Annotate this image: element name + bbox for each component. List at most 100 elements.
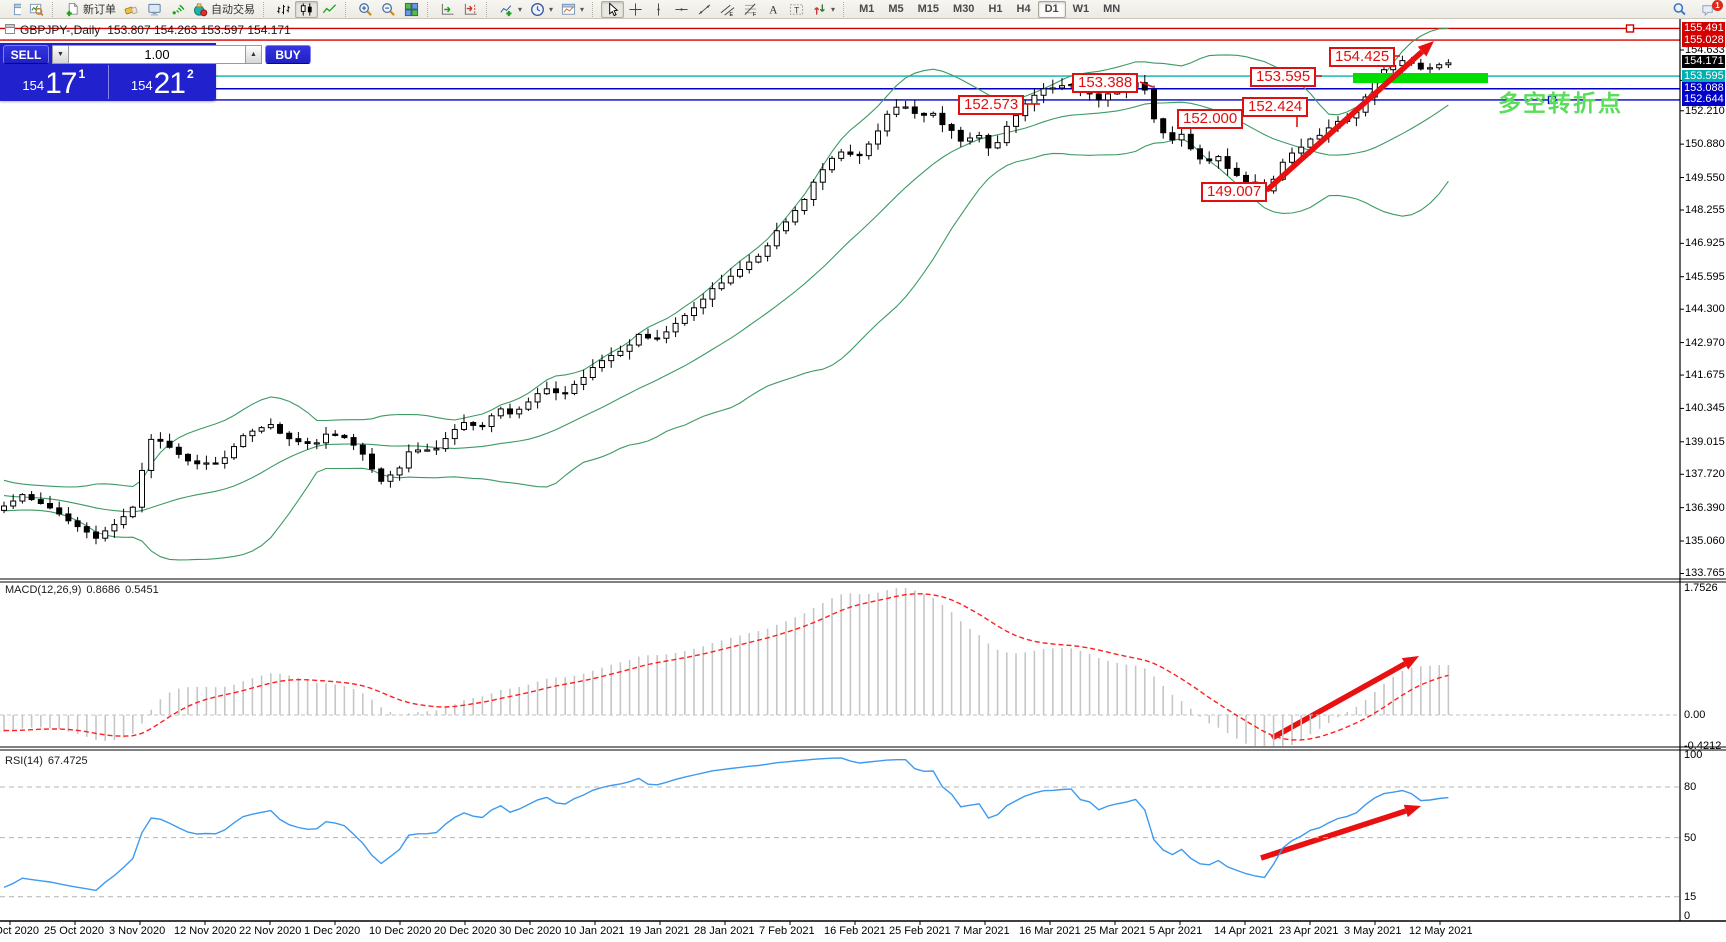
price-callout[interactable]: 153.595 [1250, 67, 1317, 87]
add-indicator-icon [499, 2, 514, 17]
trendline-button[interactable] [693, 1, 716, 18]
tile-windows-button[interactable] [400, 1, 423, 18]
time-axis-label: 19 Jan 2021 [629, 925, 690, 937]
auto-scroll-button[interactable] [436, 1, 459, 18]
bar-chart-button[interactable] [272, 1, 295, 18]
signal-icon [170, 2, 185, 17]
price-axis-tick: 145.595 [1685, 270, 1725, 283]
time-axis-label: 25 Mar 2021 [1084, 925, 1146, 937]
vertical-line-icon [651, 2, 666, 17]
price-axis-tick: 133.765 [1685, 567, 1725, 580]
templates-button[interactable]: ▾ [557, 1, 588, 18]
crosshair-icon [628, 2, 643, 17]
chart-annotation-text[interactable]: 多空转折点 [1498, 90, 1623, 116]
time-axis-label: 12 Nov 2020 [174, 925, 237, 937]
arrows-icon [812, 2, 827, 17]
rsi-axis-label: 15 [1684, 890, 1697, 903]
periods-button[interactable]: ▾ [526, 1, 557, 18]
timeframe-h1[interactable]: H1 [981, 1, 1009, 18]
volume-stepper: ▼ ▲ [52, 45, 262, 64]
tick-chart-icon [29, 2, 44, 17]
cursor-button[interactable] [601, 0, 625, 18]
volume-increase-button[interactable]: ▲ [245, 45, 262, 64]
fibonacci-button[interactable]: F [739, 1, 762, 18]
line-chart-button[interactable] [318, 1, 341, 18]
text-label-button[interactable]: T [785, 1, 808, 18]
crosshair-button[interactable] [624, 1, 647, 18]
timeframe-mn[interactable]: MN [1096, 1, 1127, 18]
auto-trading-button-label: 自动交易 [211, 4, 255, 16]
candlestick-chart-button[interactable] [295, 0, 318, 18]
sell-price-prefix: 154 [22, 78, 45, 93]
fibonacci-icon: F [743, 2, 758, 17]
time-axis-label: 10 Jan 2021 [564, 925, 625, 937]
buy-price[interactable]: 154 21 2 [107, 65, 217, 99]
vertical-line-button[interactable] [647, 1, 670, 18]
candlestick-series [1, 55, 1452, 545]
toolbar-separator [427, 1, 433, 17]
chart-shift-button[interactable] [459, 1, 482, 18]
horizontal-level-lines[interactable] [0, 27, 1680, 101]
timeframe-d1[interactable]: D1 [1037, 0, 1066, 18]
timeframe-m15[interactable]: M15 [911, 1, 946, 18]
timeframe-m30[interactable]: M30 [946, 1, 981, 18]
indicators-button[interactable]: ▾ [495, 1, 526, 18]
trend-arrow[interactable] [1270, 656, 1419, 741]
notifications-button[interactable]: 1 [1697, 0, 1723, 18]
price-callout[interactable]: 152.424 [1242, 97, 1309, 117]
time-axis-label: 25 Feb 2021 [889, 925, 951, 937]
support-level-bar[interactable] [1353, 73, 1488, 83]
price-tag: 155.491 [1682, 21, 1725, 35]
price-callout[interactable]: 152.000 [1177, 109, 1244, 129]
search-button[interactable] [1668, 1, 1691, 18]
time-axis-label: 3 May 2021 [1344, 925, 1402, 937]
price-axis-tick: 135.060 [1685, 535, 1725, 547]
volume-input[interactable] [69, 45, 245, 64]
timeframe-m5[interactable]: M5 [881, 1, 910, 18]
price-callout[interactable]: 153.388 [1072, 73, 1139, 93]
chevron-down-icon: ▾ [518, 4, 523, 14]
new-order-icon [65, 2, 80, 17]
price-callout[interactable]: 154.425 [1329, 47, 1396, 67]
price-callout[interactable]: 149.007 [1201, 182, 1268, 202]
buy-price-fraction: 2 [186, 67, 194, 81]
sell-price[interactable]: 154 17 1 [0, 65, 108, 99]
macd-value-signal: 0.5451 [125, 584, 159, 596]
arrows-button[interactable]: ▾ [808, 1, 839, 18]
chart-profiles-button[interactable] [25, 1, 48, 18]
price-axis-tick: 150.880 [1685, 138, 1725, 151]
time-axis[interactable]: 15 Oct 2020 25 Oct 2020 3 Nov 2020 12 Nov 2… [0, 922, 1726, 942]
price-axis[interactable]: 154.633153.421152.210150.880149.550148.2… [1680, 19, 1726, 921]
chart-window: GBPJPY-,Daily 153.807 154.263 153.597 15… [0, 19, 1726, 942]
rsi-axis-label: 100 [1684, 749, 1703, 761]
eraser-button[interactable] [120, 1, 143, 18]
new-order-button[interactable]: 新订单 [61, 1, 120, 18]
text-button[interactable]: A [762, 1, 785, 18]
new-chart-button[interactable] [2, 1, 25, 18]
text-label-icon: T [789, 2, 804, 17]
trend-arrow[interactable] [1265, 41, 1434, 193]
timeframe-w1[interactable]: W1 [1066, 1, 1097, 18]
zoom-out-button[interactable] [377, 1, 400, 18]
horizontal-line-button[interactable] [670, 1, 693, 18]
buy-button[interactable]: BUY [265, 45, 311, 64]
timeframe-m1[interactable]: M1 [852, 1, 881, 18]
price-axis-tick: 154.633 [1685, 44, 1725, 56]
signals-button[interactable] [166, 1, 189, 18]
svg-text:A: A [769, 4, 778, 16]
line-selection-handle[interactable] [1547, 95, 1557, 105]
price-axis-tick: 136.390 [1685, 501, 1725, 514]
zoom-in-button[interactable] [354, 1, 377, 18]
trend-arrow[interactable] [1260, 804, 1421, 861]
price-callout[interactable]: 152.573 [958, 95, 1025, 115]
auto-trading-button[interactable]: 自动交易 [189, 1, 259, 18]
sell-button[interactable]: SELL [3, 45, 49, 64]
rsi-axis-label: 50 [1684, 831, 1697, 844]
channel-button[interactable]: E [716, 1, 739, 18]
expert-advisors-button[interactable] [143, 1, 166, 18]
timeframe-h4[interactable]: H4 [1010, 1, 1038, 18]
tile-windows-icon [404, 2, 419, 17]
volume-decrease-button[interactable]: ▼ [52, 45, 69, 64]
line-selection-handle[interactable] [1625, 24, 1635, 33]
